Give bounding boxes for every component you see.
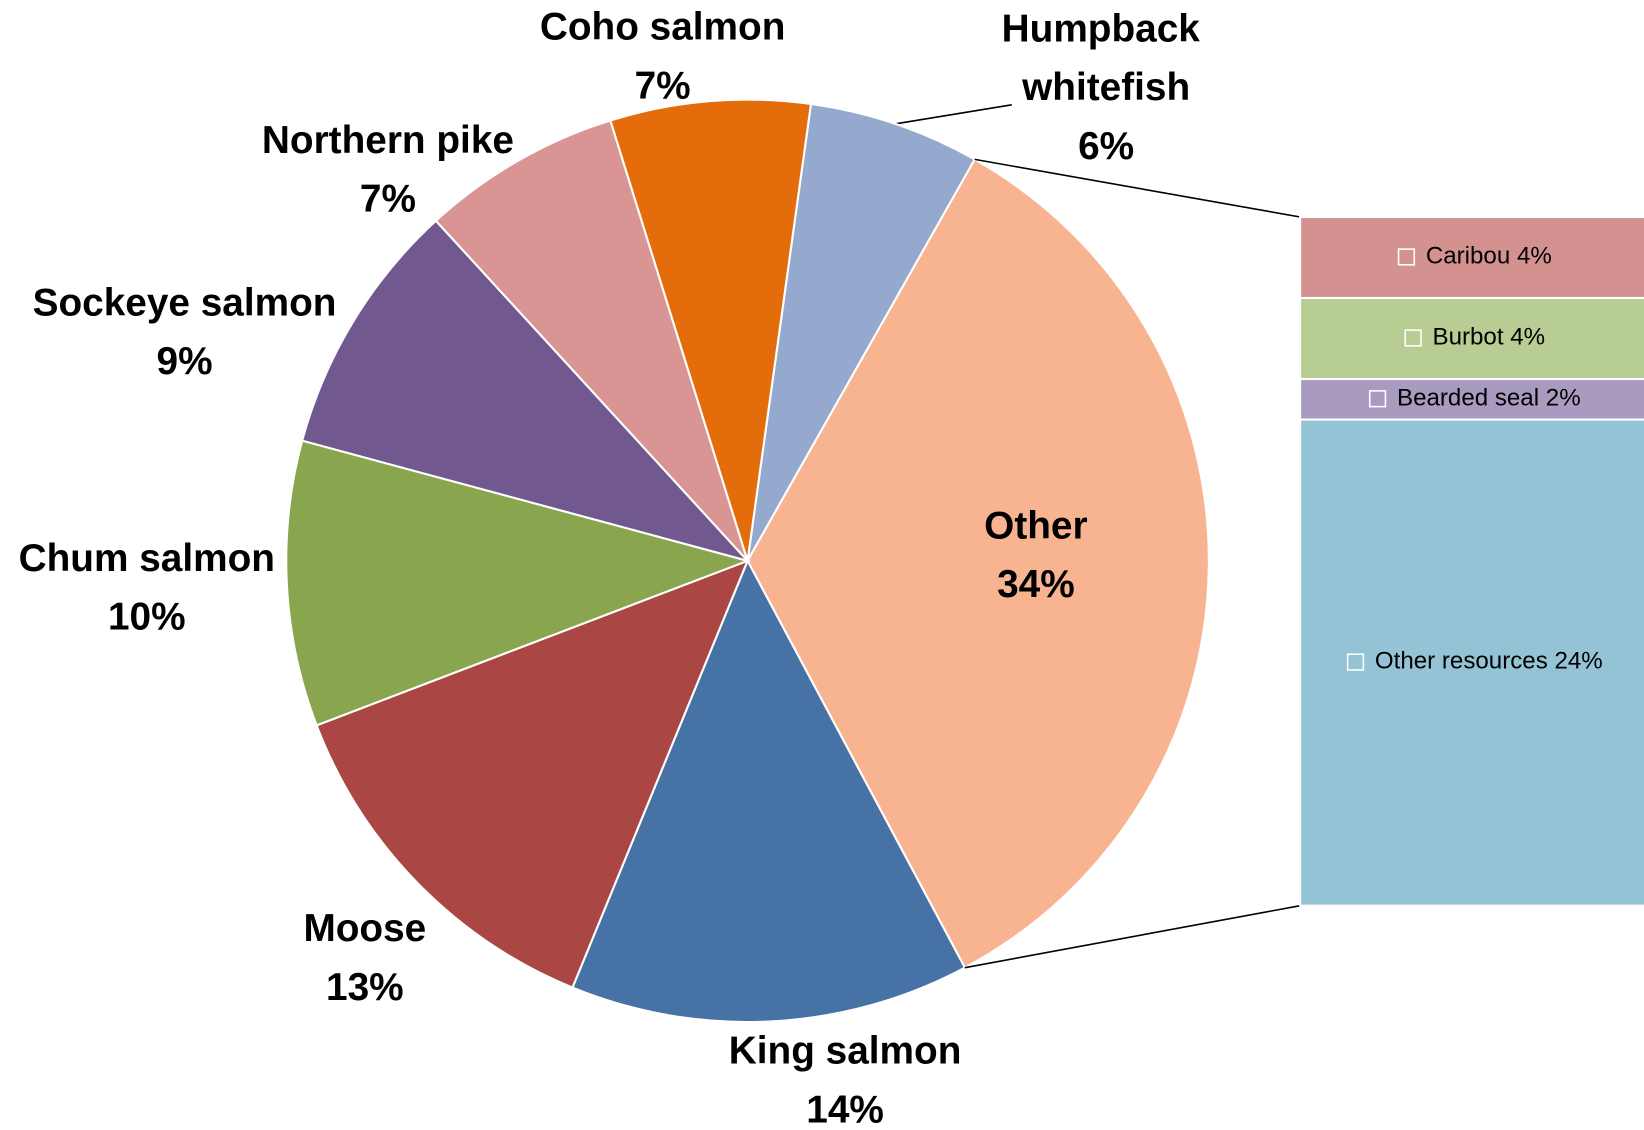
bar-segment xyxy=(1299,215,1644,300)
slice-label: Coho salmon xyxy=(540,6,786,49)
slice-value-label: 10% xyxy=(108,596,186,639)
slice-label: Humpback whitefish xyxy=(1002,8,1211,110)
pie-slice xyxy=(746,102,977,562)
slice-label: Moose xyxy=(303,907,426,950)
slice-value-label: 34% xyxy=(997,563,1075,606)
bar-label: Bearded seal 2% xyxy=(1397,385,1581,412)
bar-category: Bearded seal xyxy=(1397,385,1539,412)
slice-label: King salmon xyxy=(729,1030,962,1073)
connector-line xyxy=(964,904,1301,969)
leader-line xyxy=(896,104,1012,125)
legend-square xyxy=(1397,248,1416,266)
bar-label: Other resources 24% xyxy=(1375,648,1603,675)
pie-slice xyxy=(315,558,750,989)
slice-value-label: 14% xyxy=(806,1088,884,1130)
bar-segment xyxy=(1299,418,1644,907)
pie-slice xyxy=(746,157,1210,970)
bar-value-label: 4% xyxy=(1510,324,1545,351)
bar-segment xyxy=(1299,296,1644,381)
bar-category: Caribou xyxy=(1426,243,1510,270)
bar-category: Burbot xyxy=(1433,324,1504,351)
bar-value-label: 2% xyxy=(1546,385,1581,412)
bar-segment xyxy=(1299,377,1644,421)
slice-label: Northern pike xyxy=(262,119,514,162)
slice-label: Other xyxy=(984,505,1087,548)
slice-value-label: 7% xyxy=(360,178,416,221)
bar-label: Burbot 4% xyxy=(1433,324,1546,351)
slice-label: Sockeye salmon xyxy=(33,281,337,324)
slice-label: Chum salmon xyxy=(19,537,275,580)
slice-value-label: 9% xyxy=(157,340,213,383)
legend-square xyxy=(1404,329,1422,347)
bar-value-label: 4% xyxy=(1517,243,1552,270)
slice-value-label: 7% xyxy=(635,64,691,107)
legend-square xyxy=(1368,390,1387,408)
pie-slice xyxy=(571,558,967,1024)
slice-value-label: 13% xyxy=(326,966,404,1009)
pie-slice xyxy=(285,439,751,727)
connector-line xyxy=(974,158,1301,218)
pie-slice xyxy=(609,98,813,562)
pie-slice xyxy=(434,119,749,562)
slice-value-label: 6% xyxy=(1078,125,1134,168)
bar-label: Caribou 4% xyxy=(1426,243,1552,270)
bar-value-label: 24% xyxy=(1554,648,1602,675)
legend-square xyxy=(1346,653,1365,671)
bar-category: Other resources xyxy=(1375,648,1548,675)
pie-slice xyxy=(300,219,751,563)
